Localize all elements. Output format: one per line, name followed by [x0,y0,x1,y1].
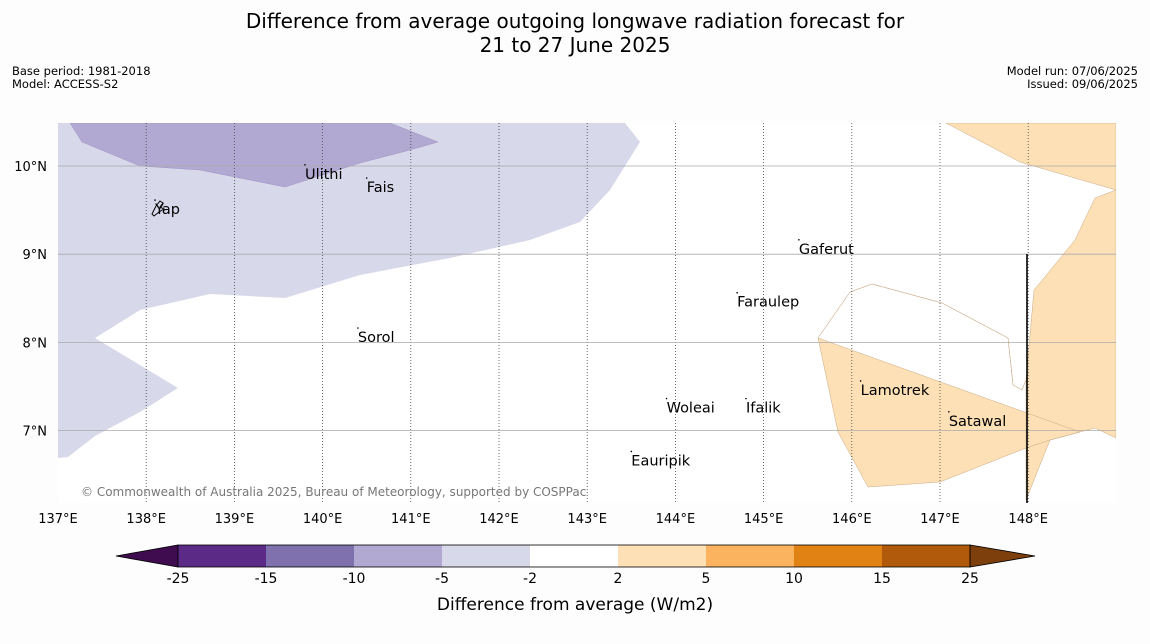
place-marker [859,380,862,382]
anomaly-region-light-purple [58,123,640,458]
colorbar-extend-low [115,544,179,568]
colorbar-tick-label: -5 [435,571,449,587]
lon-tick-label: 145°E [744,512,784,527]
colorbar: -25 -15 -10 -5 -2 2 5 10 15 25 [115,544,1036,587]
anomaly-region-light-orange-ne [945,123,1116,191]
lon-tick-label: 142°E [479,512,519,527]
meta-left: Base period: 1981-2018 Model: ACCESS-S2 [12,65,151,91]
lon-tick-label: 137°E [38,512,78,527]
colorbar-tick-label: 5 [702,571,711,587]
lat-tick-label: 9°N [23,248,48,263]
lon-tick-label: 146°E [832,512,872,527]
colorbar-tick-label: -15 [255,571,278,587]
colorbar-outline [177,544,971,568]
colorbar-tick-label: 25 [961,571,979,587]
place-marker [304,164,306,166]
place-marker [948,410,950,413]
place-marker [736,291,738,294]
lon-tick-label: 148°E [1008,512,1048,527]
copyright-text: © Commonwealth of Australia 2025, Bureau… [81,485,586,499]
place-marker [665,397,668,400]
colorbar-segment [266,545,354,567]
place-marker [365,177,368,179]
yap-island [151,200,166,217]
place-label: Sorol [358,330,395,346]
place-label: Ifalik [746,401,781,417]
model-name: Model: ACCESS-S2 [12,77,119,91]
lon-tick-label: 138°E [126,512,166,527]
lon-tick-label: 139°E [215,512,255,527]
colorbar-extend-high [969,544,1036,568]
colorbar-tick-label: -2 [523,571,537,587]
title-line-2: 21 to 27 June 2025 [479,33,671,57]
anomaly-region-light-orange [817,189,1116,501]
colorbar-label: Difference from average (W/m2) [437,595,713,615]
colorbar-segment [354,545,442,567]
place-marker [357,327,359,329]
place-labels: Ulithi Fais Yap Gaferut Faraulep Sorol Lamotre… [154,164,1006,469]
title-line-1: Difference from average outgoing longwav… [245,9,905,33]
lat-tick-label: 8°N [23,336,48,351]
place-marker [745,397,747,400]
place-marker [798,238,800,241]
colorbar-tick-label: -25 [167,571,190,587]
colorbar-tick-label: 15 [873,571,891,587]
lat-tick-label: 10°N [14,160,47,175]
lon-tick-label: 143°E [567,512,607,527]
colorbar-segment [442,545,530,567]
colorbar-segment [794,545,882,567]
place-label: Yap [154,202,180,218]
colorbar-segment [882,545,970,567]
place-label: Ulithi [305,167,343,183]
model-run: Model run: 07/06/2025 [1006,64,1138,78]
place-label: Lamotrek [861,383,930,399]
base-period: Base period: 1981-2018 [12,64,151,78]
colorbar-segment [618,545,706,567]
lat-tick-label: 7°N [23,425,48,440]
lon-tick-label: 147°E [920,512,960,527]
place-marker [630,450,633,453]
place-label: Faraulep [737,295,799,311]
issued-date: Issued: 09/06/2025 [1027,77,1138,91]
place-label: Satawal [949,414,1006,430]
place-label: Woleai [667,401,715,417]
colorbar-tick-label: 2 [614,571,623,587]
lon-tick-label: 144°E [656,512,696,527]
map-grid [58,123,1116,503]
colorbar-tick-label: -10 [343,571,366,587]
place-label: Fais [367,180,394,196]
lon-tick-label: 141°E [391,512,431,527]
place-label: Gaferut [799,242,854,258]
colorbar-segment [706,545,794,567]
axis-labels: 137°E 138°E 139°E 140°E 141°E 142°E 143°E 144°E… [14,160,1048,527]
place-marker [154,199,156,201]
lon-tick-label: 140°E [303,512,343,527]
meta-right: Model run: 07/06/2025 Issued: 09/06/2025 [1007,65,1138,91]
place-label: Eauripik [631,453,690,469]
colorbar-segment [530,545,618,567]
colorbar-tick-label: 10 [785,571,803,587]
colorbar-segment [178,545,266,567]
chart-title: Difference from average outgoing longwav… [0,9,1150,57]
